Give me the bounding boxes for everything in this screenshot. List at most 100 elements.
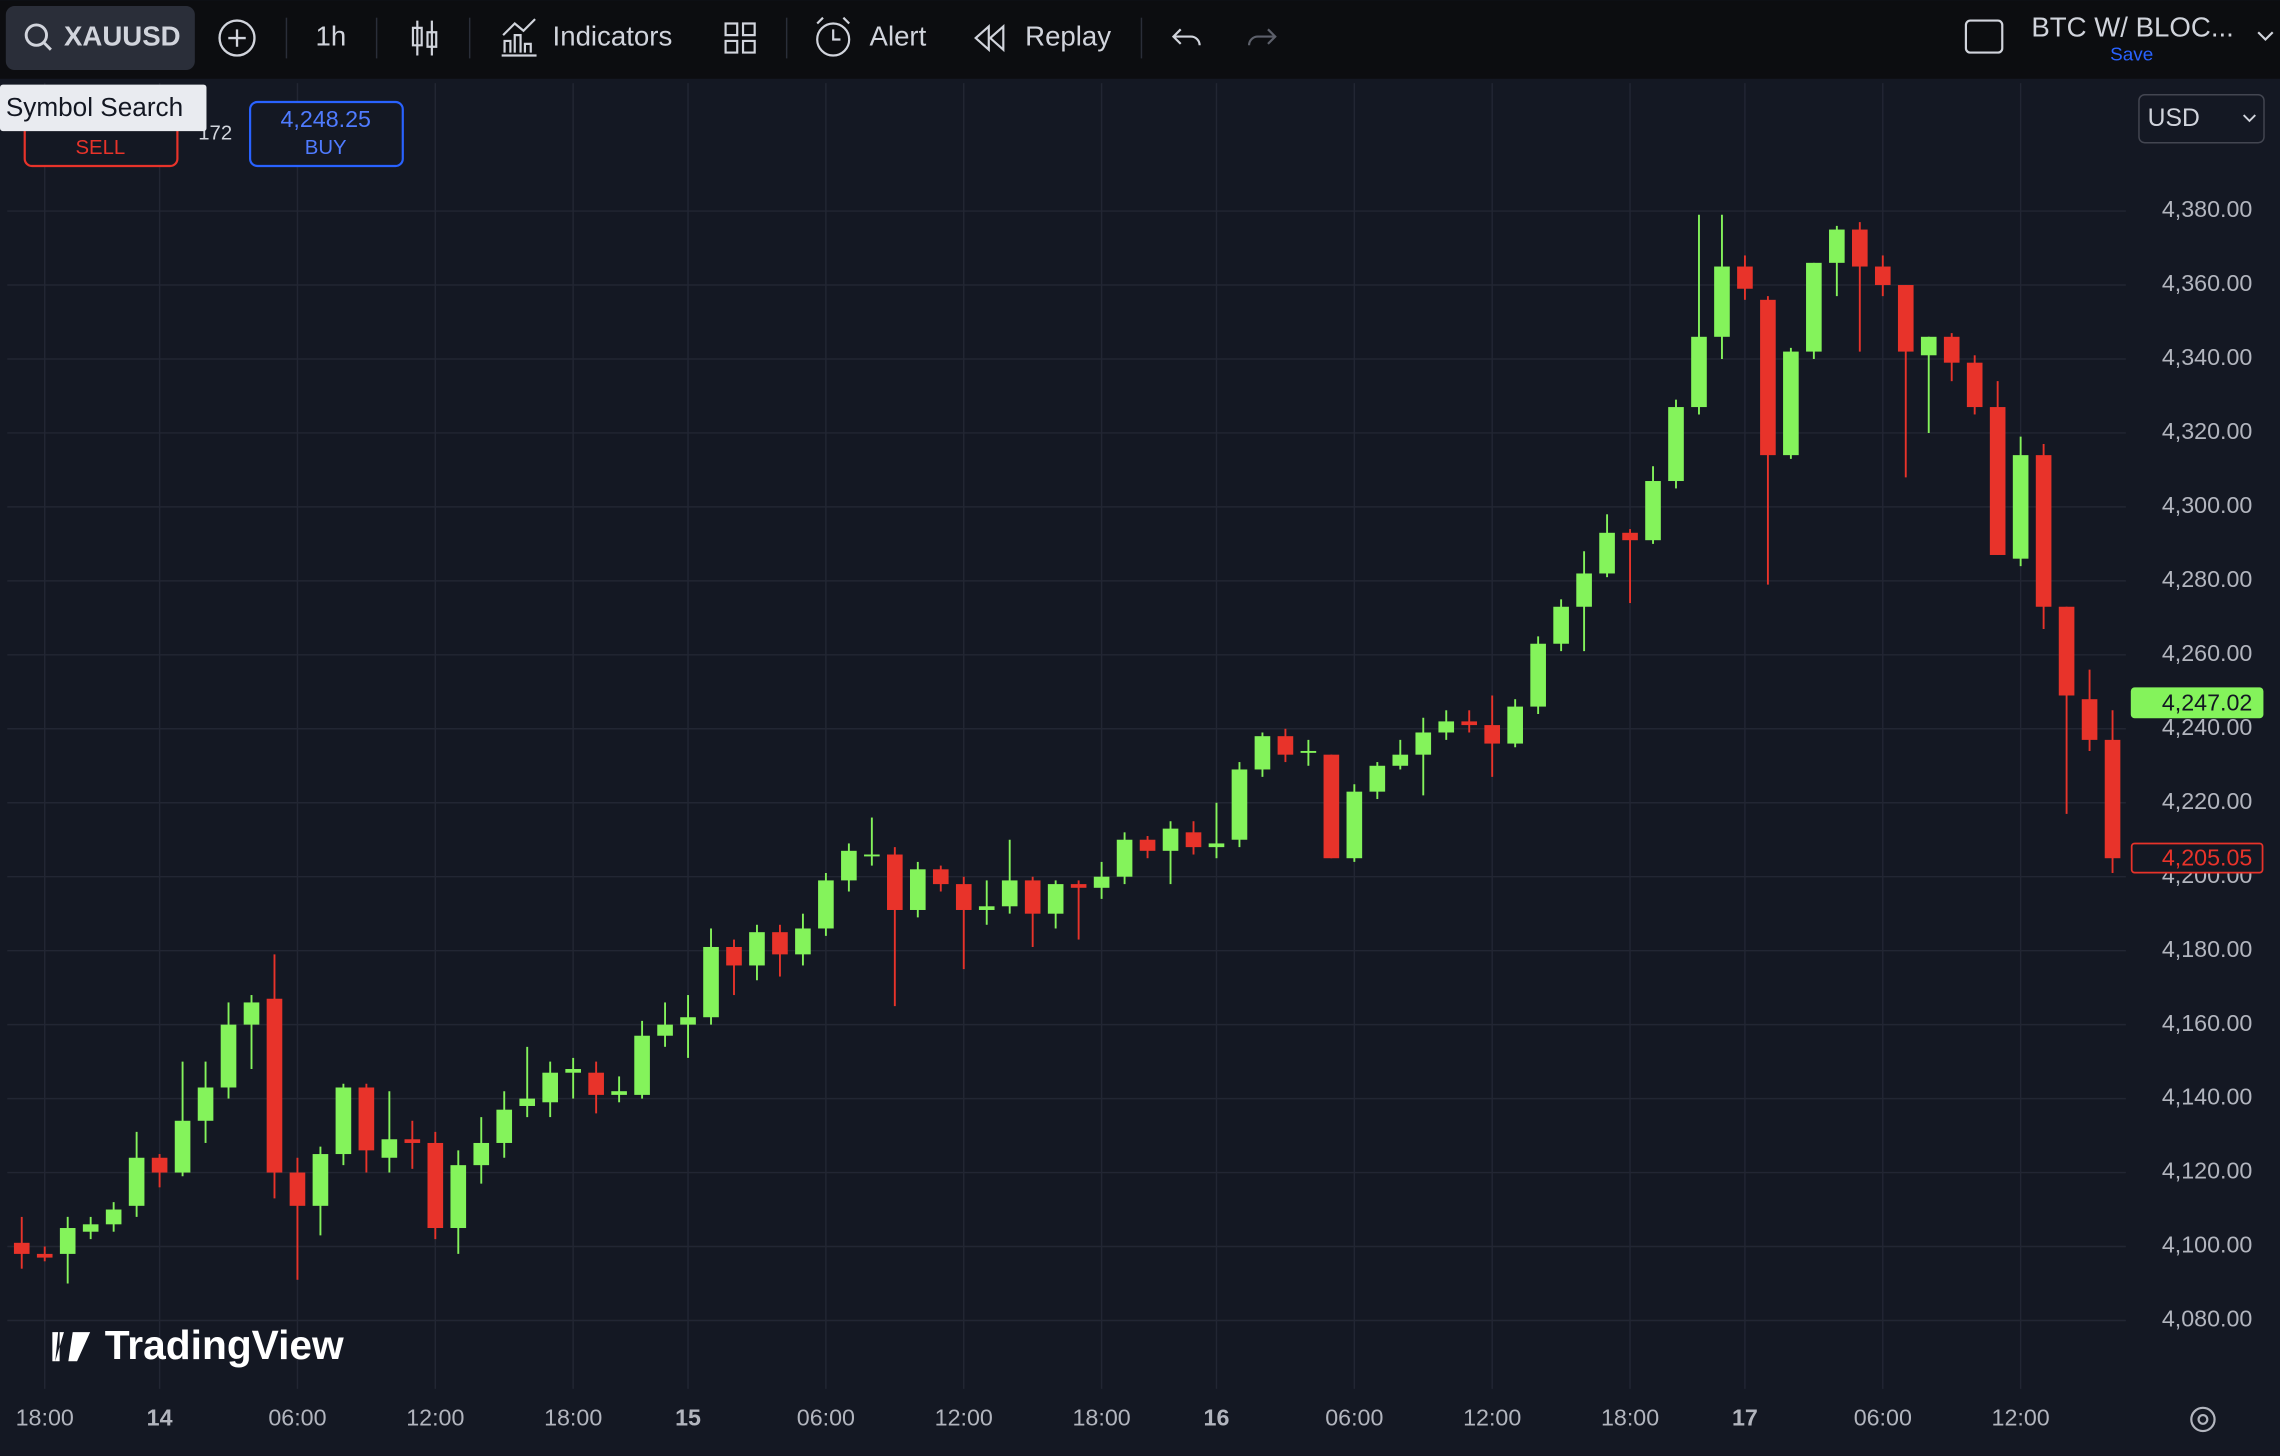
y-tick-label: 4,300.00 [2162,492,2253,518]
candle-body [1300,750,1317,753]
candle-body [795,928,811,955]
y-tick-label: 4,340.00 [2162,344,2253,370]
candle-body [2012,455,2029,559]
candle-body [887,854,903,910]
candle-body [174,1120,191,1173]
indicators-icon [501,18,537,57]
y-tick-label: 4,180.00 [2162,936,2253,962]
undo-button[interactable] [1171,28,1201,46]
y-tick-label: 4,140.00 [2162,1084,2253,1110]
settings-button[interactable] [2190,1406,2216,1433]
candle-body [864,854,880,857]
sell-label[interactable]: SELL [75,137,125,159]
candle-body [1484,725,1501,744]
candle-body [82,1224,99,1232]
tooltip-text: Symbol Search [6,92,183,122]
currency-select[interactable] [2138,94,2265,144]
candle-body [1783,351,1799,456]
price-tag-label: 4,247.02 [2162,689,2253,715]
alert-button[interactable]: Alert [870,20,927,51]
save-status[interactable]: Save [2110,44,2153,65]
candle-body [932,869,949,885]
candle-body [450,1165,467,1229]
candle-body [1254,736,1271,770]
compare-button[interactable] [218,19,256,57]
candle-body [1897,285,1914,352]
templates-button[interactable] [724,22,756,54]
candle-body [1851,229,1868,267]
settings-icon [2197,1413,2209,1425]
candle-body [1760,299,1776,456]
x-tick-label: 16 [1204,1405,1230,1431]
candle-body [818,880,834,929]
candle-body [289,1172,306,1206]
symbol[interactable]: XAUUSD [64,20,181,51]
candle-body [1392,754,1409,766]
buy-label[interactable]: BUY [305,137,347,159]
x-tick-label: 12:00 [1463,1405,1521,1431]
replay-button[interactable]: Replay [1025,20,1111,51]
candle-body [2058,606,2075,696]
candle-body [588,1072,604,1095]
layout-menu[interactable] [2257,31,2274,42]
indicators-button[interactable]: Indicators [553,20,673,51]
candle-body [128,1157,145,1206]
layout-name[interactable]: BTC W/ BLOC... [2031,12,2234,43]
candle-body [1806,262,1822,352]
candle-body [220,1024,237,1088]
x-tick-label: 18:00 [1601,1405,1659,1431]
spread: 172 [198,122,232,144]
candle-body [1024,880,1041,914]
candle-body [2104,739,2121,859]
price-axis [2125,83,2280,1456]
buy-button[interactable] [249,100,404,168]
x-tick-label: 14 [147,1405,173,1431]
buy-price[interactable]: 4,248.25 [280,106,371,132]
symbol-button[interactable] [5,6,195,71]
alert-icon [816,22,851,57]
candle-body [565,1069,581,1073]
y-tick-label: 4,380.00 [2162,196,2253,222]
candle-body [381,1139,398,1158]
x-tick-label: 06:00 [1854,1405,1912,1431]
y-tick-label: 4,240.00 [2162,714,2253,740]
currency-arrow [2242,114,2256,123]
search-icon [42,41,52,51]
candle-body [703,946,719,1018]
tooltip [0,84,207,132]
candle-body [1530,643,1546,707]
candle-body [542,1072,558,1103]
alert-icon [816,16,850,41]
redo-button[interactable] [1247,28,1277,46]
candle-body [1989,407,2006,555]
interval[interactable]: 1h [316,20,347,51]
candle-body [2081,699,2098,740]
price-tag [2130,842,2264,874]
candle-body [266,998,283,1173]
y-tick-label: 4,160.00 [2162,1010,2253,1036]
candle-body [1622,532,1638,541]
candle-body [1438,721,1455,733]
chart-type-button[interactable] [411,20,438,56]
candle-body [1369,765,1386,792]
candle-body [1461,721,1478,726]
currency[interactable]: USD [2148,105,2200,132]
candle-body [1737,266,1753,289]
x-tick-label: 06:00 [1325,1405,1383,1431]
candle-body [909,869,926,910]
candle-body [1001,880,1018,907]
layout-button[interactable] [1964,19,2004,54]
candle-body [749,932,765,966]
x-tick-label: 18:00 [1073,1405,1131,1431]
x-tick-label: 12:00 [1992,1405,2050,1431]
candle-body [1645,481,1661,541]
candle-body [978,906,995,910]
x-tick-label: 18:00 [16,1405,74,1431]
candle-body [726,946,742,966]
candle-body [841,850,857,881]
candle-body [13,1242,30,1254]
candle-body [611,1091,627,1095]
